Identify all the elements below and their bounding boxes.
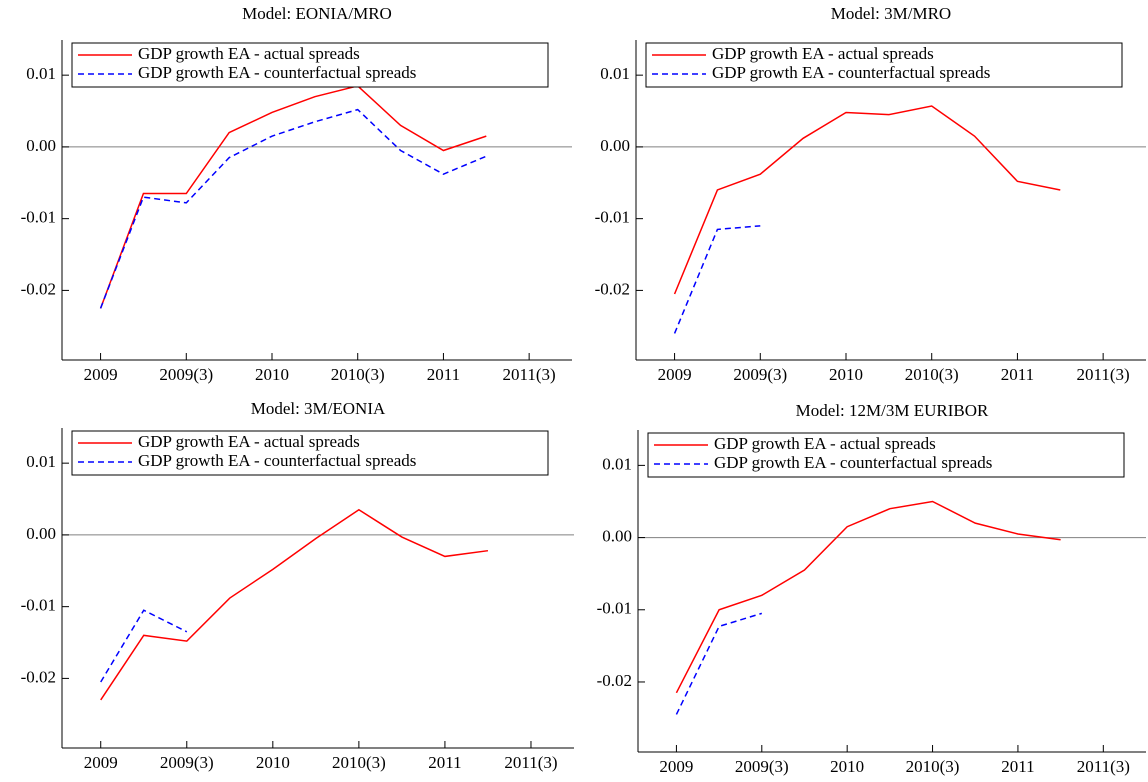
- x-tick-label: 2009: [659, 757, 693, 776]
- x-tick-label: 2010(3): [905, 365, 959, 384]
- y-tick-label: 0.00: [600, 136, 630, 155]
- series-line: [675, 500, 1061, 694]
- chart-panel: Model: 3M/EONIA -0.02 -0.01 0.00 0.01 2009 200…: [21, 399, 574, 772]
- y-tick-label: 0.01: [602, 454, 632, 473]
- y-tick-label: 0.00: [26, 136, 56, 155]
- y-tick-label: -0.02: [595, 279, 630, 298]
- y-tick-label: -0.02: [21, 667, 56, 686]
- chart-title: Model: 3M/MRO: [831, 4, 951, 23]
- chart-title: Model: 3M/EONIA: [251, 399, 386, 418]
- legend-box: [71, 430, 549, 476]
- x-tick-label: 2011: [427, 365, 460, 384]
- x-tick-label: 2009: [658, 365, 692, 384]
- legend-box: [71, 42, 549, 88]
- legend-label: GDP growth EA - actual spreads: [138, 432, 360, 451]
- y-tick-label: 0.01: [600, 64, 630, 83]
- x-tick-label: 2009: [84, 365, 118, 384]
- chart-panel: Model: 3M/MRO -0.02 -0.01 0.00 0.01 2009 2009(…: [595, 4, 1146, 384]
- x-tick-label: 2010(3): [331, 365, 385, 384]
- x-tick-label: 2011(3): [1077, 365, 1130, 384]
- chart-title: Model: 12M/3M EURIBOR: [796, 401, 989, 420]
- x-tick-label: 2011(3): [504, 753, 557, 772]
- x-tick-label: 2011: [1001, 757, 1034, 776]
- x-tick-label: 2010(3): [906, 757, 960, 776]
- series-line: [100, 508, 489, 701]
- x-tick-label: 2010: [829, 365, 863, 384]
- legend-label: GDP growth EA - actual spreads: [138, 44, 360, 63]
- legend-label: GDP growth EA - counterfactual spreads: [138, 451, 416, 470]
- legend-box: [645, 42, 1123, 88]
- legend-label: GDP growth EA - counterfactual spreads: [138, 63, 416, 82]
- legend-label: GDP growth EA - counterfactual spreads: [712, 63, 990, 82]
- chart-panel: Model: 12M/3M EURIBOR -0.02 -0.01 0.00 0.01 2…: [597, 401, 1146, 776]
- series-line: [99, 108, 487, 309]
- series-line: [673, 105, 1061, 295]
- x-tick-label: 2011: [428, 753, 461, 772]
- x-tick-label: 2009(3): [735, 757, 789, 776]
- x-tick-label: 2010: [256, 753, 290, 772]
- y-tick-label: -0.01: [597, 599, 632, 618]
- x-tick-label: 2009: [84, 753, 118, 772]
- y-tick-label: 0.00: [602, 526, 632, 545]
- x-tick-label: 2011: [1001, 365, 1034, 384]
- x-tick-label: 2010: [830, 757, 864, 776]
- y-tick-label: -0.02: [21, 279, 56, 298]
- legend-label: GDP growth EA - counterfactual spreads: [714, 453, 992, 472]
- legend-label: GDP growth EA - actual spreads: [712, 44, 934, 63]
- y-tick-label: -0.01: [21, 596, 56, 615]
- x-tick-label: 2009(3): [160, 753, 214, 772]
- series-line: [100, 609, 188, 683]
- y-tick-label: 0.01: [26, 64, 56, 83]
- x-tick-label: 2011(3): [1077, 757, 1130, 776]
- x-tick-label: 2010(3): [332, 753, 386, 772]
- legend-box: [647, 432, 1125, 478]
- series-line: [99, 85, 487, 309]
- chart-title: Model: EONIA/MRO: [242, 4, 392, 23]
- x-tick-label: 2009(3): [159, 365, 213, 384]
- y-tick-label: -0.01: [21, 208, 56, 227]
- x-tick-label: 2009(3): [733, 365, 787, 384]
- series-line: [673, 225, 761, 334]
- x-tick-label: 2010: [255, 365, 289, 384]
- y-tick-label: 0.00: [26, 524, 56, 543]
- x-tick-label: 2011(3): [503, 365, 556, 384]
- legend-label: GDP growth EA - actual spreads: [714, 434, 936, 453]
- y-tick-label: -0.01: [595, 208, 630, 227]
- series-line: [675, 612, 763, 715]
- chart-panel: Model: EONIA/MRO -0.02 -0.01 0.00 0.01 2009 20…: [21, 4, 572, 384]
- y-tick-label: -0.02: [597, 671, 632, 690]
- y-tick-label: 0.01: [26, 452, 56, 471]
